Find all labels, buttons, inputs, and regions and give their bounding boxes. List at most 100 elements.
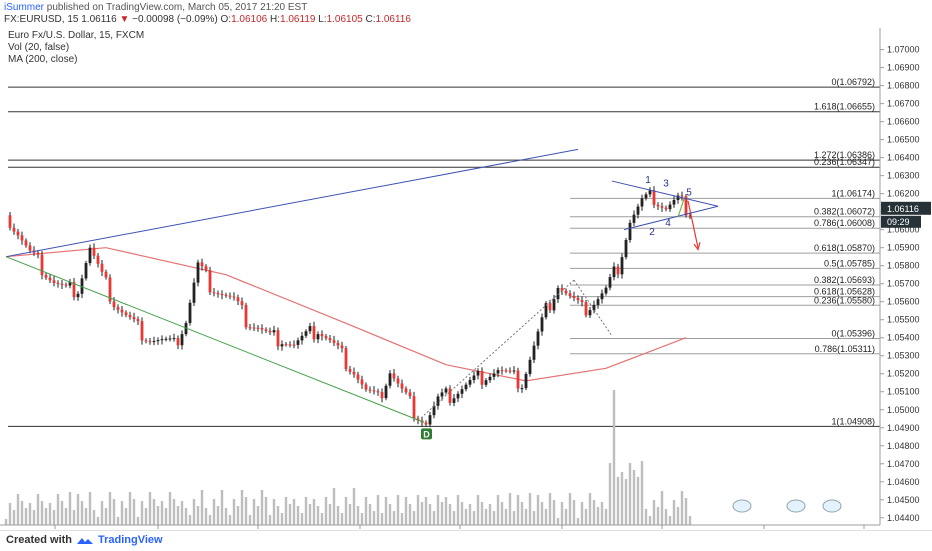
candle-body bbox=[260, 328, 264, 330]
volume-bar bbox=[524, 509, 528, 525]
candle-body bbox=[312, 326, 316, 340]
volume-bar bbox=[196, 506, 200, 525]
author-name[interactable]: iSummer bbox=[4, 2, 45, 13]
candle-body bbox=[336, 342, 340, 346]
candle-body bbox=[564, 290, 568, 294]
volume-bar bbox=[108, 492, 112, 525]
indicator-legend: Euro Fx/U.S. Dollar, 15, FXCM Vol (20, f… bbox=[8, 30, 144, 66]
volume-bar bbox=[532, 511, 536, 525]
volume-bar bbox=[460, 502, 464, 525]
candle-body bbox=[244, 305, 248, 328]
volume-bar bbox=[384, 497, 388, 525]
candle-body bbox=[316, 334, 320, 340]
volume-bar bbox=[456, 495, 460, 525]
candle-body bbox=[380, 392, 384, 399]
candle-body bbox=[600, 293, 604, 300]
volume-bar bbox=[552, 500, 556, 525]
countdown-box bbox=[881, 215, 921, 228]
volume-bar bbox=[452, 511, 456, 525]
volume-bar bbox=[448, 504, 452, 525]
volume-bar bbox=[656, 507, 660, 525]
candle-body bbox=[92, 247, 96, 256]
price-axis[interactable]: 1.07000 1.06900 1.06800 1.06700 1.06600 1.065… bbox=[879, 28, 931, 525]
volume-bar bbox=[64, 508, 68, 525]
last-price-label: 1.06116 bbox=[887, 204, 919, 214]
volume-bar bbox=[136, 517, 140, 525]
volume-bar bbox=[116, 517, 120, 525]
candle-body bbox=[544, 303, 548, 318]
volume-bar bbox=[220, 490, 224, 525]
wave-label: 5 bbox=[686, 187, 692, 198]
volume-bar bbox=[540, 502, 544, 525]
volume-bar bbox=[420, 502, 424, 525]
candle-body bbox=[256, 327, 260, 329]
volume-bar bbox=[336, 506, 340, 525]
volume-bar bbox=[412, 511, 416, 525]
trend-drawings[interactable]: 1 2 3 4 5 D bbox=[5, 148, 842, 513]
legend-volume[interactable]: Vol (20, false) bbox=[8, 42, 70, 53]
fibonacci-levels[interactable]: 0(1.06792)1.618(1.06655)1.272(1.06386)0.… bbox=[8, 77, 880, 427]
volume-bar bbox=[308, 504, 312, 525]
price-tick-label: 1.05200 bbox=[887, 369, 920, 379]
volume-bar bbox=[644, 509, 648, 525]
triangle-lower-edge bbox=[623, 205, 719, 231]
volume-bar bbox=[268, 515, 272, 525]
price-tick-label: 1.06500 bbox=[887, 135, 920, 145]
candle-body bbox=[204, 266, 208, 271]
volume-bar bbox=[472, 511, 476, 525]
candle-body bbox=[300, 335, 304, 341]
candle-body bbox=[408, 392, 412, 397]
candle-body bbox=[400, 383, 404, 389]
candle-body bbox=[404, 388, 408, 393]
volume-bar bbox=[44, 508, 48, 525]
created-with-text: Created with bbox=[6, 534, 73, 546]
volume-bar bbox=[236, 506, 240, 525]
volume-bar bbox=[88, 492, 92, 525]
volume-bar bbox=[348, 504, 352, 525]
volume-bar bbox=[428, 504, 432, 525]
volume-bar bbox=[344, 497, 348, 525]
volume-bar bbox=[256, 506, 260, 525]
volume-bar bbox=[620, 472, 624, 525]
candle-body bbox=[164, 338, 168, 340]
candle-body bbox=[128, 315, 132, 318]
candle-body bbox=[684, 196, 688, 216]
fib-level-label: 1(1.06174) bbox=[831, 188, 875, 198]
price-tick-label: 1.05400 bbox=[887, 333, 920, 343]
candle-body bbox=[268, 330, 272, 333]
wave-label: 2 bbox=[649, 227, 655, 238]
volume-bar bbox=[468, 504, 472, 525]
candle-body bbox=[252, 327, 256, 329]
candle-body bbox=[524, 373, 528, 389]
price-tick-label: 1.04900 bbox=[887, 423, 920, 433]
candle-body bbox=[112, 301, 116, 308]
volume-bar bbox=[28, 503, 32, 525]
volume-bar bbox=[560, 502, 564, 525]
candle-body bbox=[548, 303, 552, 311]
volume-bar bbox=[100, 501, 104, 525]
price-tick-label: 1.06600 bbox=[887, 117, 920, 127]
candle-body bbox=[604, 287, 608, 294]
wave-label: 4 bbox=[665, 218, 671, 229]
volume-bar bbox=[200, 490, 204, 525]
tradingview-brand[interactable]: TradingView bbox=[98, 534, 163, 546]
volume-bars bbox=[4, 390, 692, 525]
candle-body bbox=[644, 194, 648, 199]
candle-body bbox=[216, 293, 220, 295]
price-tick-label: 1.06900 bbox=[887, 63, 920, 73]
volume-bar bbox=[36, 494, 40, 525]
fib-level-label: 0.786(1.05311) bbox=[815, 344, 875, 354]
fib-level-label: 0.382(1.06072) bbox=[814, 207, 875, 217]
volume-bar bbox=[264, 497, 268, 525]
economic-event-icon bbox=[786, 499, 806, 513]
volume-bar bbox=[276, 506, 280, 525]
volume-bar bbox=[208, 515, 212, 525]
candle-body bbox=[180, 334, 184, 346]
legend-ma[interactable]: MA (200, close) bbox=[8, 54, 78, 65]
candle-body bbox=[392, 373, 396, 379]
candle-body bbox=[660, 206, 664, 208]
volume-bar bbox=[664, 509, 668, 525]
price-tick-label: 1.06200 bbox=[887, 189, 920, 199]
fib-level-label: 0.618(1.05628) bbox=[814, 287, 875, 297]
